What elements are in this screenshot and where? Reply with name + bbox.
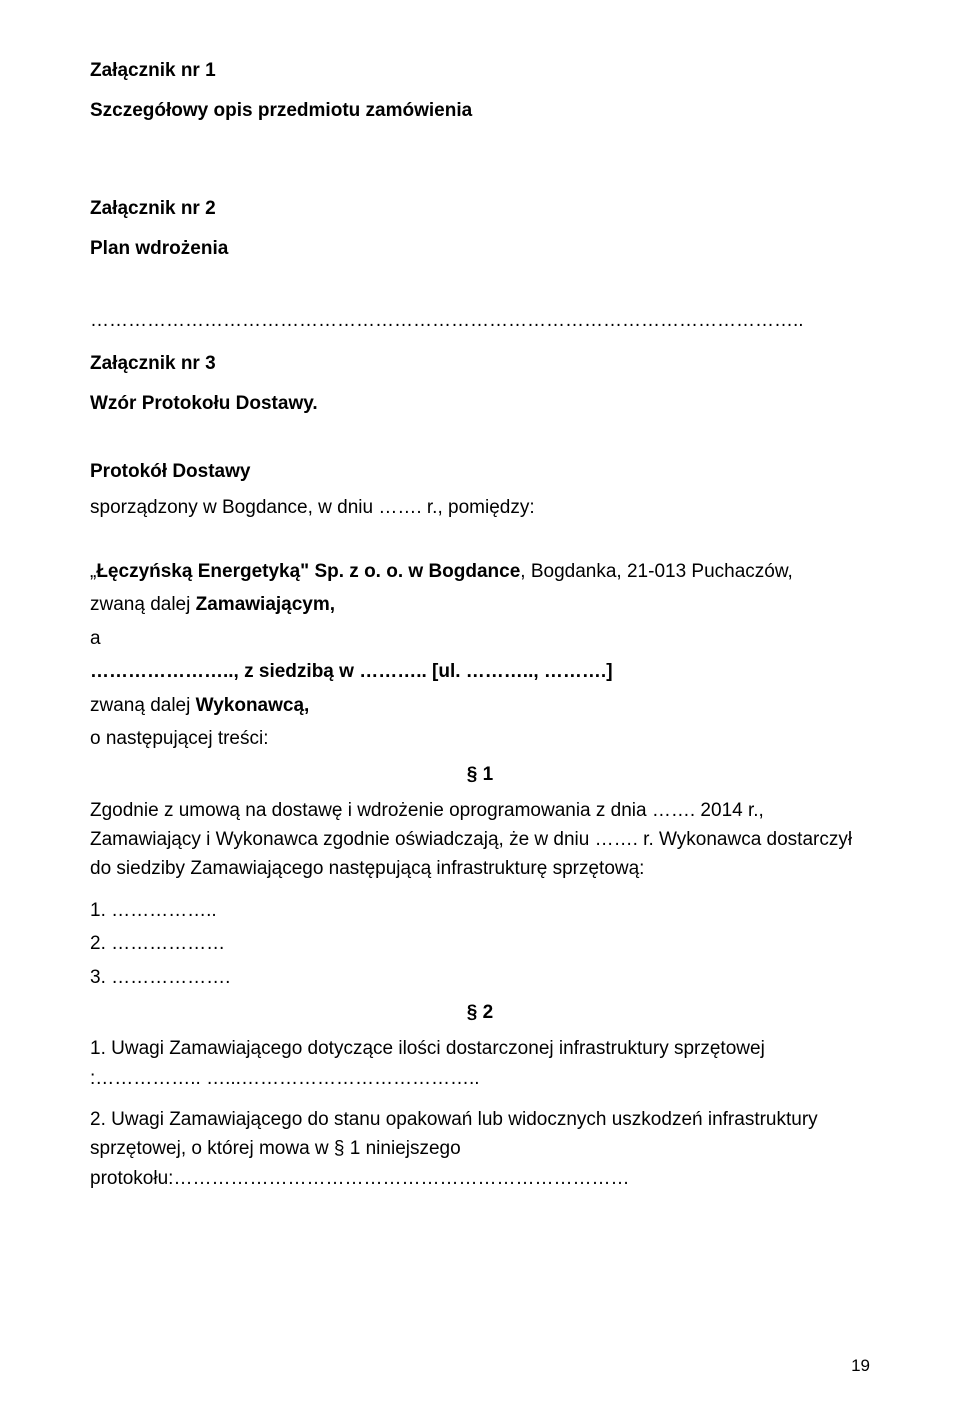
list-item-1: 1. …………….. bbox=[90, 896, 870, 925]
section-2-marker: § 2 bbox=[90, 1002, 870, 1024]
attachment-1-title: Załącznik nr 1 bbox=[90, 60, 870, 82]
party-1-line-2: zwaną dalej Zamawiającym, bbox=[90, 590, 870, 619]
party-1-line-1: „Łęczyńską Energetyką" Sp. z o. o. w Bog… bbox=[90, 557, 870, 586]
a-label: a bbox=[90, 624, 870, 653]
content-intro: o następującej treści: bbox=[90, 724, 870, 753]
divider-dots: ………………………………………………………………………………………………….. bbox=[90, 306, 870, 335]
attachment-3-title: Załącznik nr 3 bbox=[90, 353, 870, 375]
section-1-marker: § 1 bbox=[90, 764, 870, 786]
page-number: 19 bbox=[851, 1356, 870, 1376]
section-1-body: Zgodnie z umową na dostawę i wdrożenie o… bbox=[90, 796, 870, 884]
party-1-pre: zwaną dalej bbox=[90, 594, 196, 615]
protocol-heading: Protokół Dostawy bbox=[90, 461, 870, 483]
party-2-line-1: ………………….., z siedzibą w ……….. [ul. ………..… bbox=[90, 657, 870, 686]
party-1-name: Łęczyńską Energetyką" Sp. z o. o. w Bogd… bbox=[96, 561, 520, 582]
party-1-bold: Zamawiającym, bbox=[196, 594, 335, 615]
attachment-2-title: Załącznik nr 2 bbox=[90, 198, 870, 220]
party-2-pre: zwaną dalej bbox=[90, 695, 196, 716]
party-1-rest: , Bogdanka, 21-013 Puchaczów, bbox=[520, 561, 793, 582]
section-2-item-2: 2. Uwagi Zamawiającego do stanu opakowań… bbox=[90, 1105, 870, 1193]
party-2-line-2: zwaną dalej Wykonawcą, bbox=[90, 691, 870, 720]
document-page: Załącznik nr 1 Szczegółowy opis przedmio… bbox=[0, 0, 960, 1412]
attachment-3-subtitle: Wzór Protokołu Dostawy. bbox=[90, 393, 870, 415]
section-2-item-1: 1. Uwagi Zamawiającego dotyczące ilości … bbox=[90, 1034, 870, 1093]
list-item-3: 3. ………………. bbox=[90, 963, 870, 992]
attachment-2-subtitle: Plan wdrożenia bbox=[90, 238, 870, 260]
list-item-2: 2. ……………… bbox=[90, 929, 870, 958]
drawn-up-line: sporządzony w Bogdance, w dniu ……. r., p… bbox=[90, 493, 870, 522]
party-2-bold: Wykonawcą, bbox=[196, 695, 310, 716]
attachment-1-subtitle: Szczegółowy opis przedmiotu zamówienia bbox=[90, 100, 870, 122]
